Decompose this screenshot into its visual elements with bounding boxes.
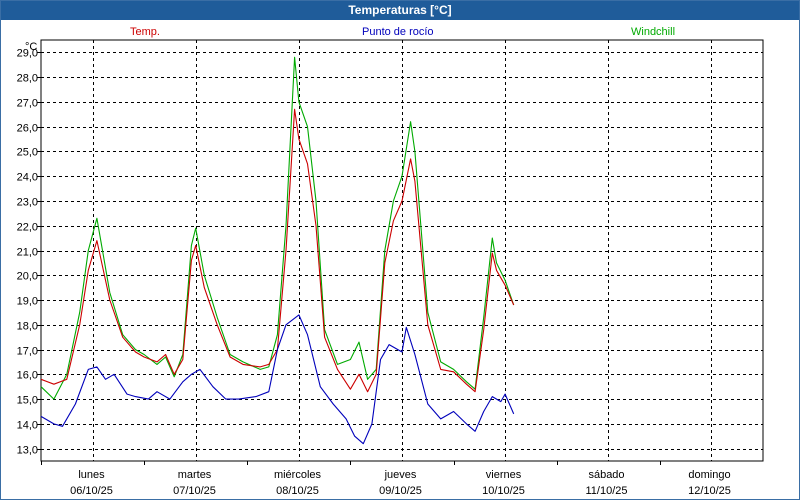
x-tick-day-label: jueves xyxy=(384,469,417,481)
x-tick-date-label: 07/10/25 xyxy=(173,485,216,497)
y-tick-label: 20,0 xyxy=(17,271,38,283)
y-tick-label: 16,0 xyxy=(17,370,38,382)
x-tick-day-label: domingo xyxy=(688,469,730,481)
y-tick-label: 28,0 xyxy=(17,73,38,85)
y-tick-label: 13,0 xyxy=(17,445,38,457)
y-tick-label: 22,0 xyxy=(17,222,38,234)
x-tick-date-label: 11/10/25 xyxy=(585,485,627,497)
series-temp-line xyxy=(40,108,515,393)
y-tick-label: 21,0 xyxy=(17,247,38,259)
y-tick-label: 18,0 xyxy=(17,321,38,333)
y-axis-unit: °C xyxy=(25,41,37,53)
y-tick-label: 27,0 xyxy=(17,98,38,110)
series-windchill-line xyxy=(40,56,515,400)
x-tick-day-label: sábado xyxy=(588,469,624,481)
y-tick-label: 19,0 xyxy=(17,296,38,308)
y-tick-label: 29,0 xyxy=(17,48,38,60)
series-dew-point-line xyxy=(40,314,515,445)
y-tick-label: 14,0 xyxy=(17,420,38,432)
y-tick-label: 26,0 xyxy=(17,123,38,135)
y-tick-label: 25,0 xyxy=(17,147,38,159)
x-tick-date-label: 10/10/25 xyxy=(482,485,525,497)
x-tick-date-label: 06/10/25 xyxy=(70,485,113,497)
x-tick-day-label: lunes xyxy=(78,469,105,481)
x-tick-date-label: 12/10/25 xyxy=(688,485,731,497)
x-tick-date-label: 08/10/25 xyxy=(276,485,319,497)
x-tick-date-label: 09/10/25 xyxy=(379,485,422,497)
y-tick-label: 15,0 xyxy=(17,395,38,407)
legend-dew-point: Punto de rocío xyxy=(362,26,434,38)
y-tick-label: 24,0 xyxy=(17,172,38,184)
window-title: Temperaturas [°C] xyxy=(1,1,799,20)
x-tick-day-label: viernes xyxy=(486,469,522,481)
legend-temp: Temp. xyxy=(130,26,160,38)
legend-windchill: Windchill xyxy=(631,26,676,38)
x-tick-day-label: miércoles xyxy=(274,469,322,481)
y-tick-label: 17,0 xyxy=(17,346,38,358)
x-tick-day-label: martes xyxy=(178,469,212,481)
y-tick-label: 23,0 xyxy=(17,197,38,209)
